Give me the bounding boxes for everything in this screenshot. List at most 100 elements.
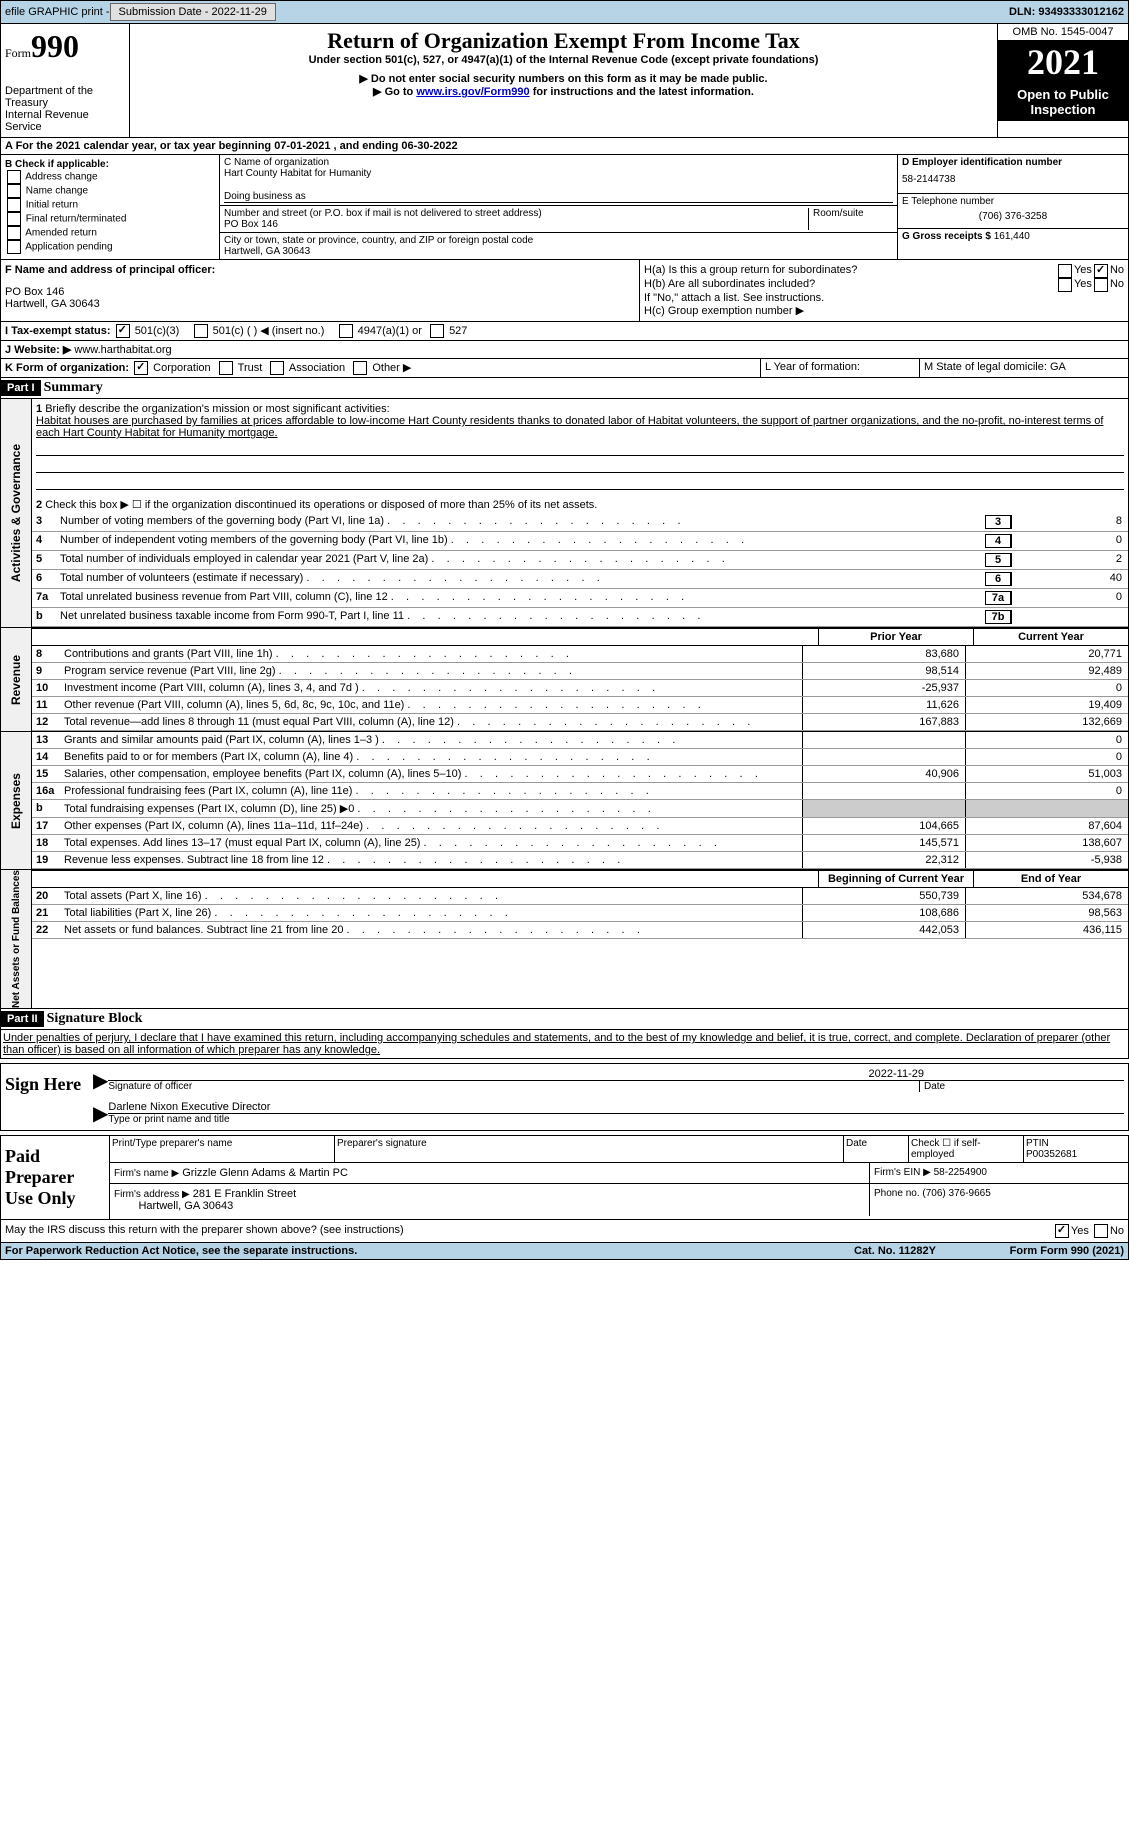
- ha-no[interactable]: [1094, 264, 1108, 278]
- form-header: Form990 Department of the Treasury Inter…: [0, 24, 1129, 138]
- hb-label: H(b) Are all subordinates included?: [644, 278, 1056, 292]
- cb-corp[interactable]: [134, 361, 148, 375]
- check-self: Check ☐ if self-employed: [909, 1136, 1024, 1162]
- cb-501c3[interactable]: [116, 324, 130, 338]
- phone: (706) 376-3258: [902, 207, 1124, 226]
- dba-label: Doing business as: [224, 191, 893, 203]
- name-title: Darlene Nixon Executive Director: [108, 1101, 1124, 1114]
- f-addr1: PO Box 146: [5, 286, 635, 298]
- line-15: 15Salaries, other compensation, employee…: [32, 766, 1128, 783]
- ha-label: H(a) Is this a group return for subordin…: [644, 264, 1056, 278]
- note-goto-prefix: ▶ Go to: [373, 86, 416, 98]
- ptin-label: PTIN: [1026, 1138, 1049, 1149]
- firm-addr2: Hartwell, GA 30643: [138, 1200, 233, 1212]
- form-prefix: Form: [5, 46, 31, 60]
- check-if-applicable: B Check if applicable:: [5, 159, 215, 170]
- website: www.harthabitat.org: [74, 344, 171, 356]
- line-18: 18Total expenses. Add lines 13–17 (must …: [32, 835, 1128, 852]
- city: Hartwell, GA 30643: [224, 246, 893, 257]
- col-prior: Prior Year: [818, 629, 973, 645]
- line-11: 11Other revenue (Part VIII, column (A), …: [32, 697, 1128, 714]
- section-a-row: A For the 2021 calendar year, or tax yea…: [0, 138, 1129, 155]
- l1-label: Briefly describe the organization's miss…: [45, 403, 389, 415]
- sig-officer-label: Signature of officer: [108, 1081, 919, 1092]
- cb-final: Final return/terminated: [5, 212, 215, 226]
- gross-label: G Gross receipts $: [902, 231, 991, 242]
- cb-name: Name change: [5, 184, 215, 198]
- form-number: 990: [31, 28, 79, 64]
- l1-text: Habitat houses are purchased by families…: [36, 415, 1103, 439]
- irs-link[interactable]: www.irs.gov/Form990: [416, 86, 529, 98]
- ha-yes[interactable]: [1058, 264, 1072, 278]
- col-end: End of Year: [973, 871, 1128, 887]
- h-note: If "No," attach a list. See instructions…: [644, 292, 1124, 304]
- col-current: Current Year: [973, 629, 1128, 645]
- line-5: 5Total number of individuals employed in…: [32, 551, 1128, 570]
- arrow-icon: ▶: [93, 1101, 108, 1126]
- submission-button[interactable]: Submission Date - 2022-11-29: [110, 3, 276, 21]
- org-name: Hart County Habitat for Humanity: [224, 168, 893, 179]
- hc-label: H(c) Group exemption number ▶: [644, 304, 1124, 317]
- k-label: K Form of organization:: [5, 362, 129, 374]
- ptin: P00352681: [1026, 1149, 1077, 1160]
- line-4: 4Number of independent voting members of…: [32, 532, 1128, 551]
- revenue-section: Revenue Prior YearCurrent Year 8Contribu…: [0, 628, 1129, 732]
- discuss-no[interactable]: [1094, 1224, 1108, 1238]
- hb-no[interactable]: [1094, 278, 1108, 292]
- room-label: Room/suite: [808, 208, 893, 230]
- hb-yes[interactable]: [1058, 278, 1072, 292]
- m-label: M State of legal domicile: GA: [920, 359, 1128, 377]
- subtitle: Under section 501(c), 527, or 4947(a)(1)…: [134, 54, 993, 66]
- cb-initial: Initial return: [5, 198, 215, 212]
- line-9: 9Program service revenue (Part VIII, lin…: [32, 663, 1128, 680]
- l-label: L Year of formation:: [761, 359, 920, 377]
- form-title: Return of Organization Exempt From Incom…: [134, 28, 993, 54]
- dept-treasury: Department of the Treasury: [5, 85, 125, 109]
- cb-501c[interactable]: [194, 324, 208, 338]
- cb-527[interactable]: [430, 324, 444, 338]
- firm-addr-label: Firm's address ▶: [114, 1189, 190, 1200]
- city-label: City or town, state or province, country…: [224, 235, 893, 246]
- line-19: 19Revenue less expenses. Subtract line 1…: [32, 852, 1128, 869]
- prep-phone: (706) 376-9665: [922, 1188, 990, 1199]
- section-b: B Check if applicable: Address change Na…: [0, 155, 1129, 260]
- line-22: 22Net assets or fund balances. Subtract …: [32, 922, 1128, 939]
- line-20: 20Total assets (Part X, line 16) 550,739…: [32, 888, 1128, 905]
- discuss-label: May the IRS discuss this return with the…: [5, 1224, 1053, 1238]
- netassets-section: Net Assets or Fund Balances Beginning of…: [0, 870, 1129, 1009]
- irs-label: Internal Revenue Service: [5, 109, 125, 133]
- sign-here: Sign Here: [1, 1064, 89, 1130]
- firm-name: Grizzle Glenn Adams & Martin PC: [182, 1167, 348, 1179]
- i-label: I Tax-exempt status:: [5, 325, 111, 337]
- side-gov: Activities & Governance: [9, 444, 23, 582]
- paid-preparer-block: Paid Preparer Use Only Print/Type prepar…: [0, 1135, 1129, 1220]
- line-10: 10Investment income (Part VIII, column (…: [32, 680, 1128, 697]
- cb-other[interactable]: [353, 361, 367, 375]
- ein-label: D Employer identification number: [902, 157, 1124, 168]
- paid-preparer: Paid Preparer Use Only: [1, 1136, 109, 1219]
- l2: Check this box ▶ ☐ if the organization d…: [45, 499, 597, 511]
- topbar: efile GRAPHIC print - Submission Date - …: [0, 0, 1129, 24]
- line-16a: 16aProfessional fundraising fees (Part I…: [32, 783, 1128, 800]
- side-rev: Revenue: [9, 655, 23, 705]
- date-label: Date: [844, 1136, 909, 1162]
- discuss-yes[interactable]: [1055, 1224, 1069, 1238]
- addr: PO Box 146: [224, 219, 808, 230]
- cb-trust[interactable]: [219, 361, 233, 375]
- firm-addr1: 281 E Franklin Street: [193, 1188, 296, 1200]
- arrow-icon: ▶: [93, 1068, 108, 1093]
- type-name-label: Type or print name and title: [108, 1114, 1124, 1125]
- declaration: Under penalties of perjury, I declare th…: [0, 1030, 1129, 1059]
- cat-no: Cat. No. 11282Y: [854, 1245, 1004, 1257]
- date-label: Date: [919, 1081, 1124, 1092]
- cb-pending: Application pending: [5, 240, 215, 254]
- open-public: Open to Public Inspection: [998, 83, 1128, 121]
- expenses-section: Expenses 13Grants and similar amounts pa…: [0, 732, 1129, 870]
- f-addr2: Hartwell, GA 30643: [5, 298, 635, 310]
- j-label: J Website: ▶: [5, 344, 71, 356]
- cb-assoc[interactable]: [270, 361, 284, 375]
- line-6: 6Total number of volunteers (estimate if…: [32, 570, 1128, 589]
- paperwork: For Paperwork Reduction Act Notice, see …: [5, 1245, 854, 1257]
- cb-4947[interactable]: [339, 324, 353, 338]
- governance-section: Activities & Governance 1 Briefly descri…: [0, 399, 1129, 628]
